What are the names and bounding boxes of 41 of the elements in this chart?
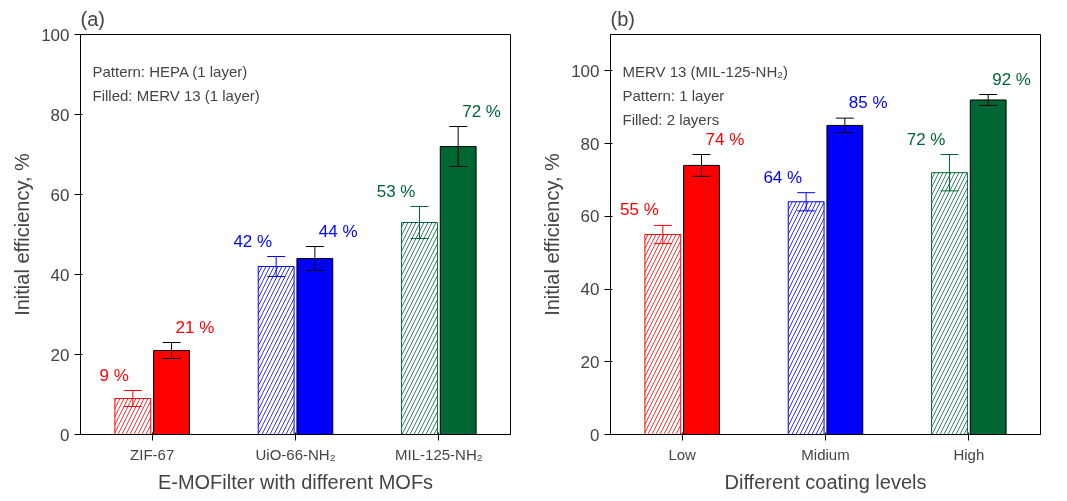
data-label: 92 %: [992, 69, 1031, 89]
data-label: 44 %: [318, 221, 358, 241]
x-tick-label: ZIF-67: [130, 445, 175, 463]
y-tick-label: 60: [50, 185, 70, 205]
data-label: 85 %: [848, 93, 888, 113]
data-label: 74 %: [705, 129, 745, 149]
x-tick-label: Midium: [801, 445, 850, 463]
y-tick-label: 20: [50, 345, 70, 365]
x-tick-label: MIL-125-NH₂: [395, 445, 483, 463]
y-tick-label: 80: [580, 134, 600, 154]
x-tick-label: High: [953, 445, 985, 463]
annotation: MERV 13 (MIL-125-NH₂): [622, 62, 789, 80]
annotation: Pattern: HEPA (1 layer): [92, 62, 248, 80]
y-tick-label: 60: [580, 207, 600, 227]
annotation: Filled: 2 layers: [622, 110, 720, 128]
x-tick-label: Low: [668, 445, 697, 463]
y-tick-label: 0: [60, 425, 70, 445]
chart-title: (a): [80, 7, 105, 30]
data-label: 53 %: [376, 181, 416, 201]
chart-title: (b): [610, 7, 635, 30]
x-tick-label: UiO-66-NH₂: [255, 445, 336, 463]
y-axis-title: Initial efficiency, %: [11, 152, 34, 316]
y-tick-label: 80: [50, 105, 70, 125]
y-tick-label: 0: [590, 425, 600, 445]
x-axis-title: Different coating levels: [724, 470, 927, 493]
annotation: Pattern: 1 layer: [622, 86, 725, 104]
y-tick-label: 40: [580, 280, 600, 300]
data-label: 21 %: [175, 317, 215, 337]
data-label: 55 %: [620, 200, 659, 220]
y-axis-title: Initial efficiency, %: [541, 152, 564, 316]
y-tick-label: 100: [41, 25, 70, 45]
annotation: Filled: MERV 13 (1 layer): [92, 86, 260, 104]
y-tick-label: 40: [50, 265, 70, 285]
y-tick-label: 20: [580, 352, 600, 372]
x-axis-title: E-MOFilter with different MOFs: [157, 470, 434, 493]
data-label: 72 %: [906, 129, 946, 149]
y-tick-label: 100: [571, 61, 600, 81]
data-label: 42 %: [233, 231, 273, 251]
data-label: 9 %: [99, 365, 129, 385]
data-label: 72 %: [462, 101, 501, 121]
data-label: 64 %: [763, 167, 803, 187]
